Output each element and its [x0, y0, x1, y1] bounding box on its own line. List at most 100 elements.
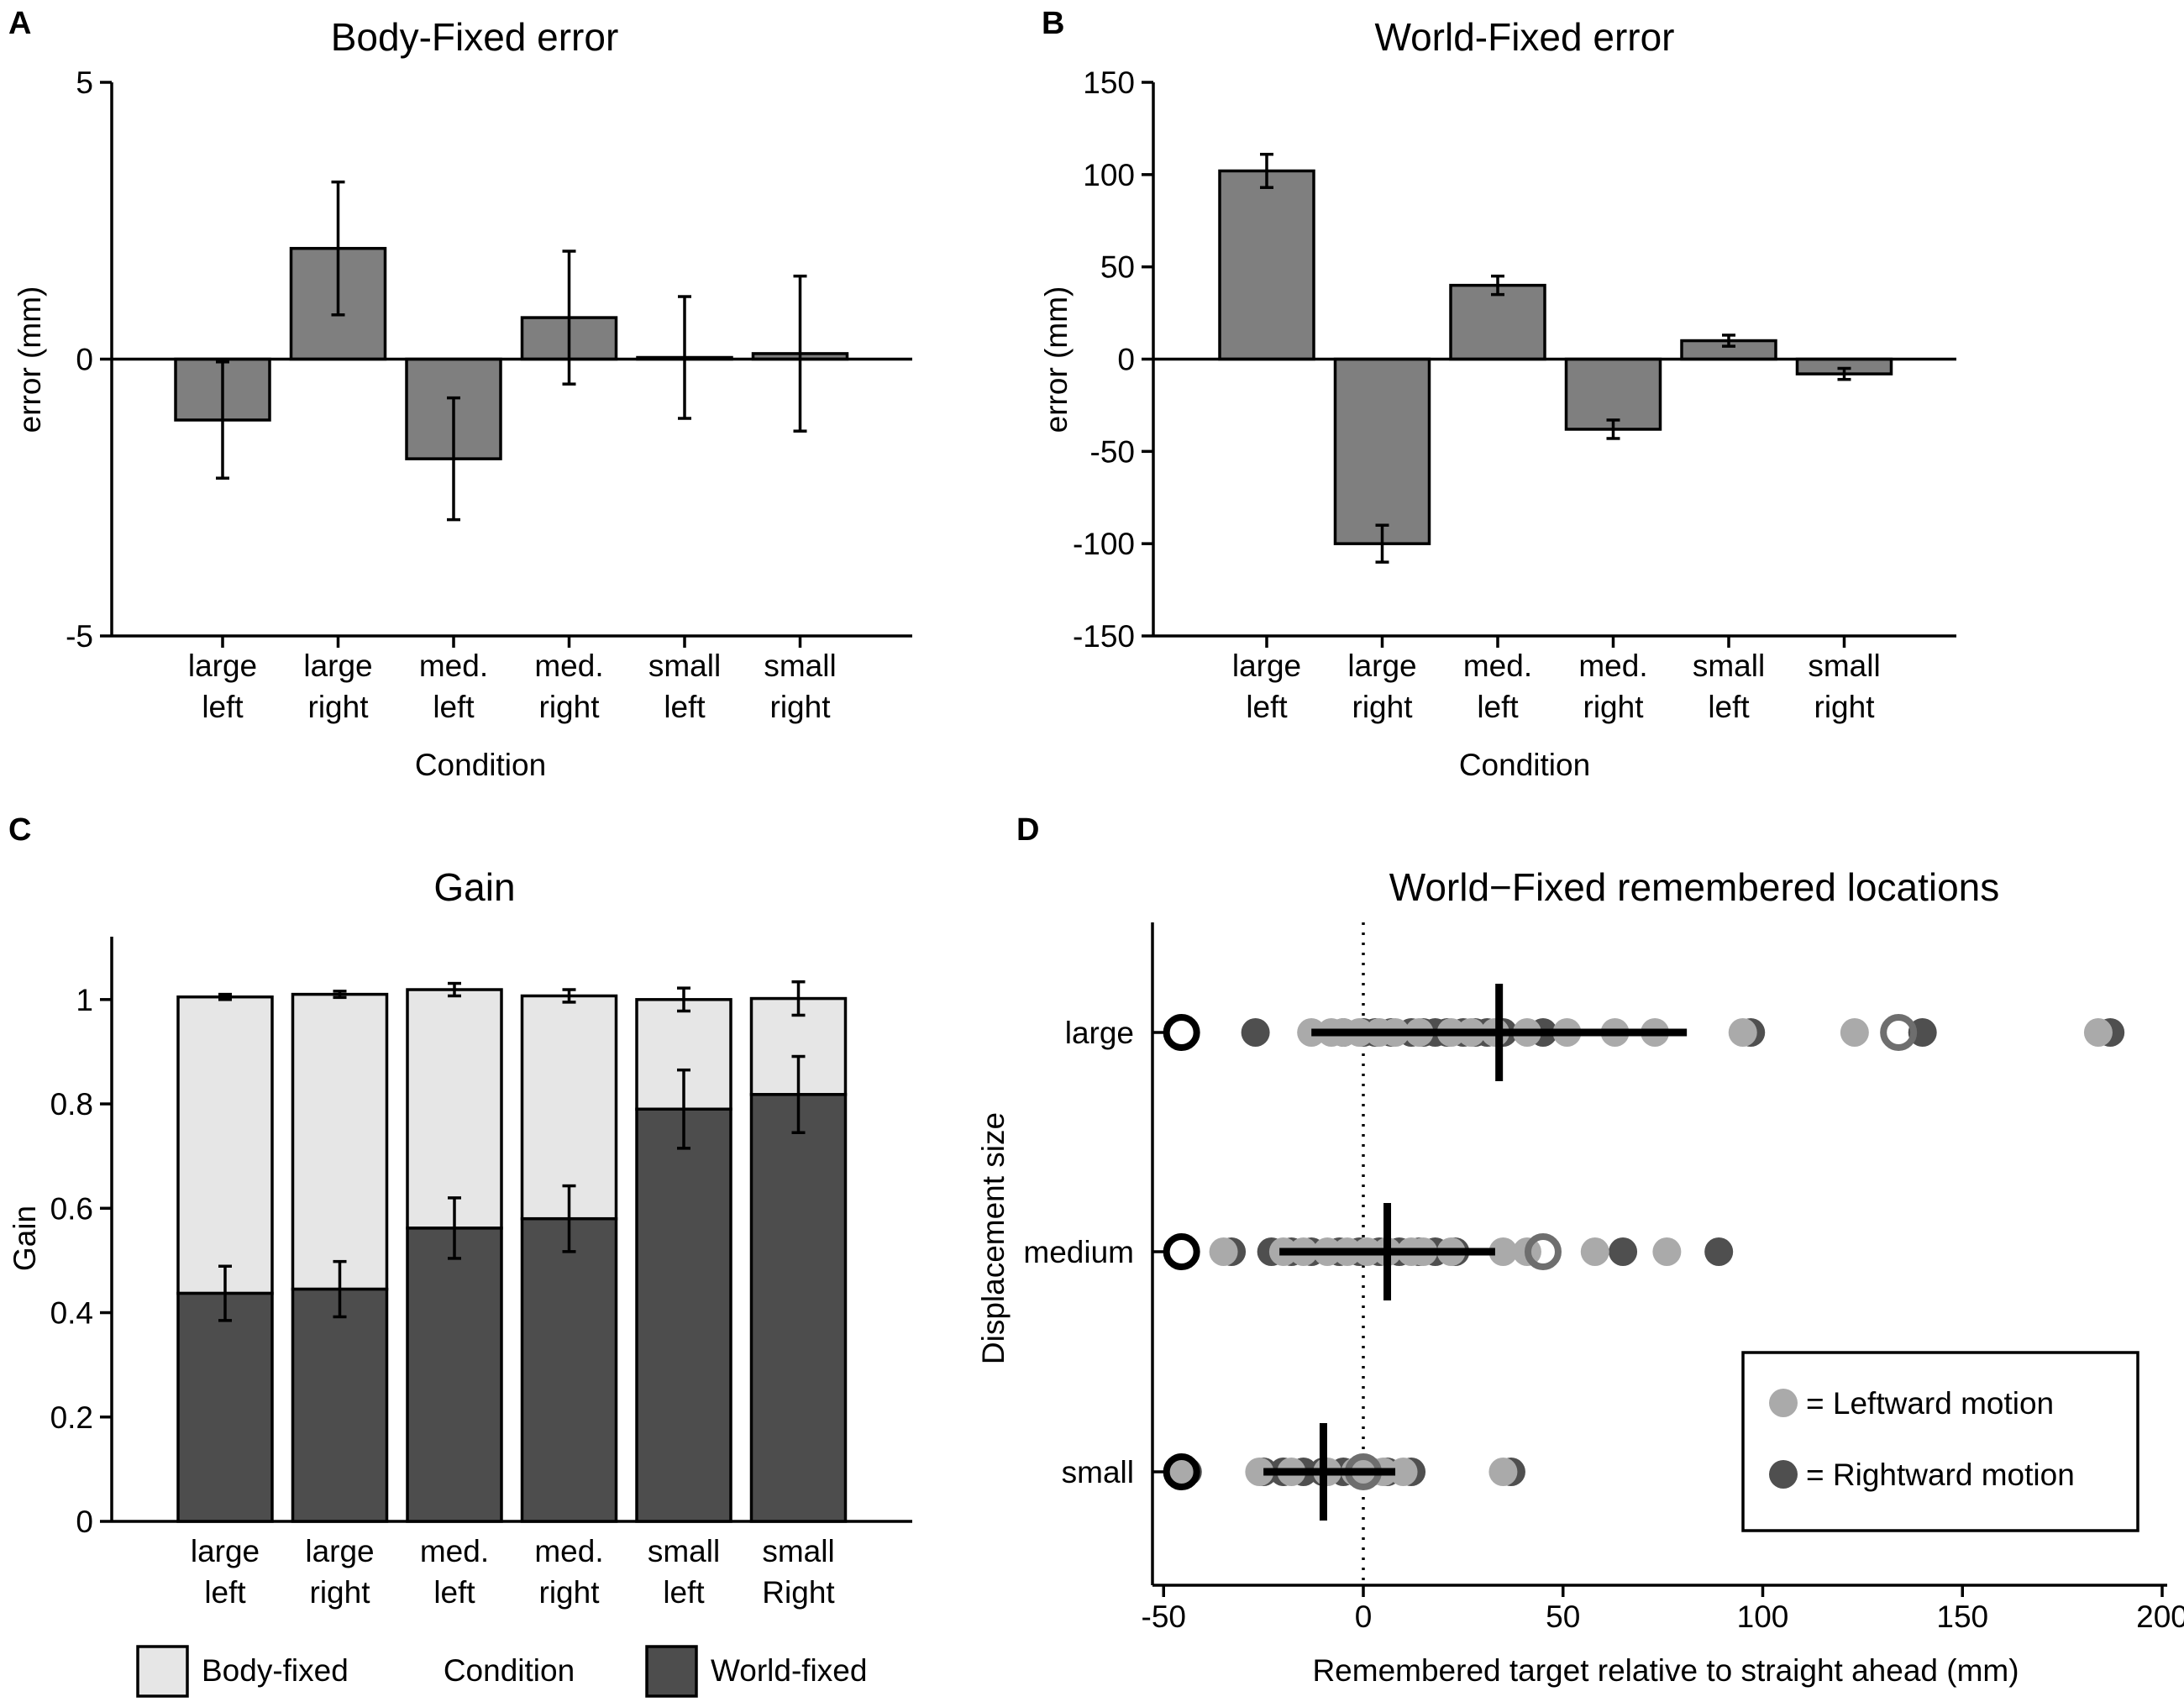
- y-tick-label: large: [1065, 1016, 1134, 1050]
- point-leftward: [1488, 1237, 1518, 1266]
- x-tick-label: left: [1246, 690, 1288, 724]
- open-circle-gray: [1880, 1014, 1918, 1051]
- bar-body-fixed: [176, 995, 274, 1295]
- x-tick-label: left: [433, 690, 475, 724]
- legend: Body-fixed Condition World-fixed: [136, 1645, 867, 1698]
- legend-label-rightward: = Rightward motion: [1806, 1458, 2075, 1492]
- x-tick-label: large: [188, 649, 257, 683]
- point-leftward: [1389, 1458, 1418, 1486]
- x-tick-label: right: [1583, 690, 1645, 724]
- point-rightward: [1609, 1237, 1638, 1266]
- panel-label-a: A: [8, 6, 31, 41]
- x-tick-label: left: [1477, 690, 1519, 724]
- x-tick-label: med.: [534, 649, 603, 683]
- point-leftward: [1169, 1458, 1199, 1486]
- legend: = Leftward motion = Rightward motion: [1741, 1351, 2139, 1532]
- x-tick-label: 150: [1936, 1600, 1988, 1634]
- x-tick-label: right: [1814, 690, 1876, 724]
- panel-c: C Gain Gain Body-fixed Condition World-f…: [8, 812, 912, 1698]
- legend-swatch-body-fixed: [136, 1645, 189, 1698]
- y-tick-label: 0.8: [50, 1087, 93, 1122]
- y-tick-label: -100: [1073, 527, 1135, 561]
- x-tick-label: med.: [419, 649, 488, 683]
- bar: [1333, 357, 1431, 545]
- bar-body-fixed: [520, 994, 618, 1221]
- y-tick-label: 150: [1083, 66, 1135, 100]
- x-tick-label: small: [648, 649, 721, 683]
- y-tick-label: 0.6: [50, 1191, 93, 1226]
- y-tick-label: 0.2: [50, 1400, 93, 1435]
- y-tick-label: small: [1062, 1455, 1134, 1489]
- y-axis-label: error (mm): [1039, 286, 1074, 433]
- point-leftward: [1580, 1237, 1609, 1266]
- x-tick-label: med.: [1578, 649, 1647, 683]
- x-tick-label: small: [764, 649, 836, 683]
- y-tick-label: 100: [1083, 158, 1135, 192]
- x-tick-label: large: [191, 1534, 260, 1568]
- x-tick-label: left: [663, 1575, 705, 1610]
- x-tick-label: small: [1808, 649, 1880, 683]
- x-tick-label: left: [664, 690, 706, 724]
- y-tick-label: 5: [76, 66, 93, 100]
- open-circle-black: [1163, 1233, 1200, 1270]
- x-axis-label: Remembered target relative to straight a…: [1312, 1653, 2019, 1688]
- x-tick-label: 100: [1737, 1600, 1789, 1634]
- y-axis-label: error (mm): [13, 286, 47, 433]
- y-axis-label: Displacement size: [976, 1112, 1011, 1364]
- point-leftward: [2083, 1018, 2113, 1047]
- panel-b: B World-Fixed error error (mm) Condition…: [1039, 6, 1956, 782]
- x-tick-label: 50: [1546, 1600, 1580, 1634]
- x-tick-label: right: [310, 1575, 371, 1610]
- y-tick-label: 0: [76, 1505, 93, 1539]
- bar-body-fixed: [291, 992, 389, 1291]
- panel-d: D World−Fixed remembered locations Displ…: [976, 812, 2184, 1688]
- open-circle-black: [1163, 1453, 1200, 1490]
- y-tick-label: -5: [66, 619, 93, 654]
- point-leftward: [1245, 1458, 1274, 1486]
- chart-title: World-Fixed error: [1375, 15, 1675, 59]
- x-tick-label: small: [1693, 649, 1765, 683]
- x-tick-label: right: [1352, 690, 1414, 724]
- legend-label-leftward: = Leftward motion: [1806, 1386, 2054, 1421]
- x-tick-label: small: [648, 1534, 720, 1568]
- point-leftward: [1209, 1237, 1238, 1266]
- bar-world-fixed: [406, 1227, 503, 1523]
- point-leftward: [1488, 1458, 1518, 1486]
- x-tick-label: large: [1347, 649, 1416, 683]
- y-tick-label: -150: [1073, 619, 1135, 654]
- bar-world-fixed: [749, 1093, 848, 1523]
- bar-world-fixed: [520, 1216, 618, 1523]
- x-tick-label: 0: [1355, 1600, 1373, 1634]
- x-tick-label: left: [204, 1575, 246, 1610]
- bar: [1218, 169, 1315, 361]
- x-axis-label: Condition: [1459, 748, 1590, 782]
- bar-body-fixed: [406, 988, 503, 1230]
- x-tick-label: large: [303, 649, 372, 683]
- y-tick-label: 0.4: [50, 1296, 93, 1331]
- x-tick-label: left: [202, 690, 244, 724]
- y-axis-label: Gain: [8, 1206, 42, 1271]
- x-tick-label: Right: [762, 1575, 835, 1610]
- x-tick-label: small: [762, 1534, 834, 1568]
- y-tick-label: 50: [1100, 250, 1135, 285]
- x-tick-label: left: [1708, 690, 1750, 724]
- x-axis-label: Condition: [444, 1653, 575, 1688]
- chart-title: Body-Fixed error: [331, 15, 619, 59]
- y-tick-label: 1: [76, 983, 93, 1017]
- legend-swatch-world-fixed: [645, 1645, 698, 1698]
- bar-world-fixed: [635, 1107, 732, 1523]
- panel-a: A Body-Fixed error error (mm) Condition …: [8, 6, 912, 782]
- legend-marker-leftward: [1769, 1389, 1798, 1417]
- y-tick-label: -50: [1090, 434, 1135, 469]
- bar: [1449, 283, 1546, 361]
- x-tick-label: med.: [534, 1534, 603, 1568]
- panel-label-d: D: [1016, 812, 1039, 848]
- point-rightward: [1241, 1018, 1270, 1047]
- x-tick-label: large: [305, 1534, 374, 1568]
- x-tick-label: large: [1232, 649, 1301, 683]
- bar-world-fixed: [291, 1287, 389, 1523]
- x-tick-label: -50: [1142, 1600, 1186, 1634]
- y-tick-label: medium: [1023, 1235, 1134, 1269]
- open-circle-gray: [1524, 1233, 1562, 1270]
